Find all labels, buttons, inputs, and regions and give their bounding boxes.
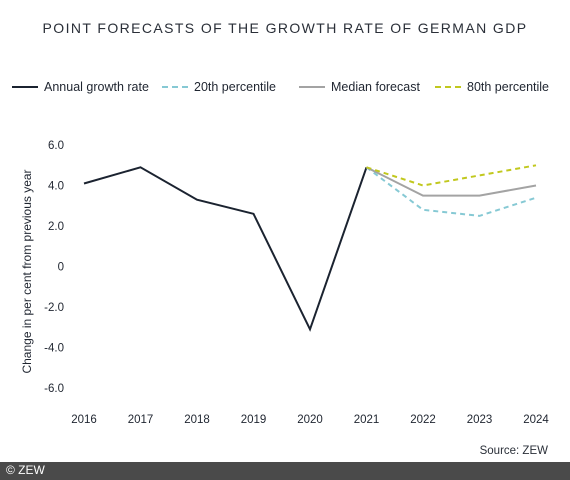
y-axis-title: Change in per cent from previous year <box>20 169 34 373</box>
chart-title: POINT FORECASTS OF THE GROWTH RATE OF GE… <box>42 20 528 36</box>
legend-swatch-median-forecast <box>299 86 325 88</box>
x-tick-label: 2021 <box>354 414 380 426</box>
y-tick-label: 4.0 <box>48 181 64 193</box>
legend-label-20th-percentile: 20th percentile <box>194 80 277 94</box>
legend-item-20th-percentile: 20th percentile <box>162 80 276 94</box>
series-line-median-forecast <box>366 166 537 197</box>
y-tick-label: -4.0 <box>44 343 64 355</box>
x-tick-label: 2023 <box>467 414 493 426</box>
y-tick-label: 0 <box>58 262 64 274</box>
series-line-80th-percentile <box>366 164 537 187</box>
x-tick-label: 2022 <box>410 414 436 426</box>
line-chart: 6.0 4.0 2.0 0 -2.0 -4.0 -6.0 2016 2017 2018 2019 20… <box>20 140 549 426</box>
copyright-text: © ZEW <box>6 463 45 477</box>
series-line-annual-growth-rate <box>83 166 368 332</box>
y-tick-label: -2.0 <box>44 302 64 314</box>
footer-bar: © ZEW <box>0 462 570 480</box>
source-note: Source: ZEW <box>479 445 548 457</box>
series-line-20th-percentile <box>365 166 537 217</box>
x-tick-label: 2018 <box>184 414 210 426</box>
legend-item-median-forecast: Median forecast <box>299 80 420 94</box>
x-tick-label: 2024 <box>523 414 549 426</box>
x-tick-label: 2020 <box>297 414 323 426</box>
x-tick-label: 2016 <box>71 414 97 426</box>
legend-label-annual-growth-rate: Annual growth rate <box>44 80 149 94</box>
y-tick-label: 6.0 <box>48 140 64 152</box>
x-tick-label: 2017 <box>128 414 154 426</box>
legend-swatch-20th-percentile <box>162 86 188 88</box>
legend-item-annual-growth-rate: Annual growth rate <box>12 80 149 94</box>
chart-legend: Annual growth rate 20th percentile Media… <box>12 80 562 98</box>
legend-label-80th-percentile: 80th percentile <box>467 80 550 94</box>
legend-swatch-annual-growth-rate <box>12 86 38 88</box>
legend-label-median-forecast: Median forecast <box>331 80 420 94</box>
y-tick-label: -6.0 <box>44 383 64 395</box>
legend-item-80th-percentile: 80th percentile <box>435 80 549 94</box>
y-tick-label: 2.0 <box>48 221 64 233</box>
legend-swatch-80th-percentile <box>435 86 461 88</box>
x-tick-label: 2019 <box>241 414 267 426</box>
